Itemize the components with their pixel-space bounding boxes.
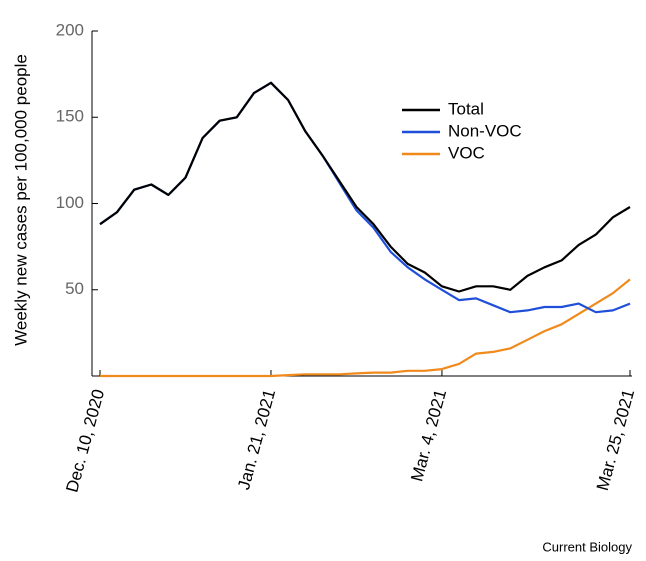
y-tick-label: 50 [65, 279, 84, 298]
y-tick-label: 150 [56, 107, 84, 126]
x-tick-label: Mar. 4, 2021 [407, 387, 450, 483]
legend-label: Total [448, 99, 484, 118]
x-tick-label: Mar. 25, 2021 [593, 387, 638, 492]
series-line [99, 81, 631, 314]
x-tick-label: Jan. 21, 2021 [234, 387, 279, 491]
source: Current Biology [542, 539, 632, 554]
legend-label: VOC [448, 143, 485, 162]
y-tick-label: 100 [56, 193, 84, 212]
legend-label: Non-VOC [448, 121, 522, 140]
y-axis-label: Weekly new cases per 100,000 people [11, 54, 30, 346]
x-tick-label: Dec. 10, 2020 [62, 387, 108, 494]
series-line [99, 81, 631, 293]
series-line [100, 278, 631, 378]
y-tick-label: 200 [56, 20, 84, 39]
